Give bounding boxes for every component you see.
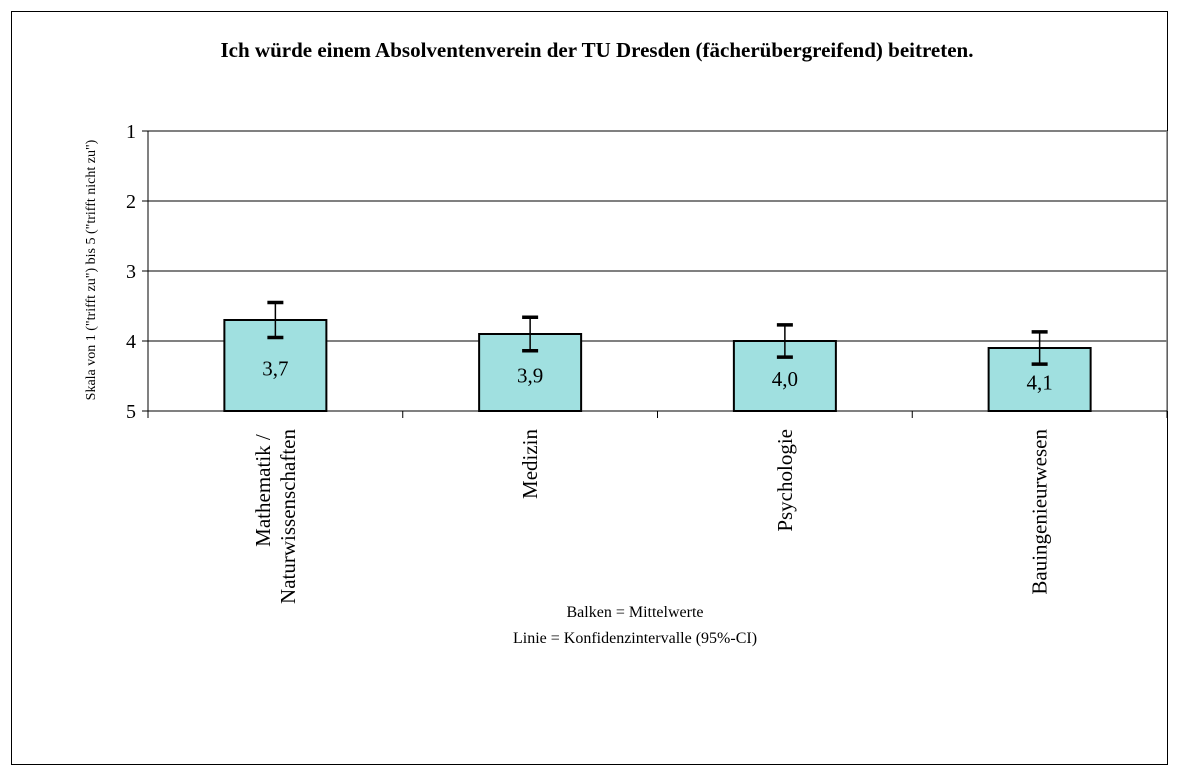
x-tick-label: Bauingenieurwesen [1028, 429, 1052, 595]
y-tick-label: 4 [126, 331, 136, 353]
x-tick-label: Medizin [518, 429, 542, 499]
chart-frame [11, 11, 1168, 765]
value-label: 3,7 [262, 357, 288, 381]
y-tick-label: 2 [126, 191, 136, 213]
x-tick-label: Psychologie [773, 429, 797, 532]
annotation: Linie = Konfidenzintervalle (95%-CI) [513, 630, 757, 647]
value-label: 4,1 [1027, 371, 1053, 395]
x-tick-label: Mathematik / Naturwissenschaften [251, 429, 300, 604]
y-tick-label: 1 [126, 121, 136, 143]
value-label: 4,0 [772, 367, 798, 391]
y-tick-label: 3 [126, 261, 136, 283]
chart-title: Ich würde einem Absolventenverein der TU… [220, 38, 973, 62]
y-tick-label: 5 [126, 401, 136, 423]
y-axis-label: Skala von 1 ("trifft zu") bis 5 ("trifft… [84, 139, 99, 400]
value-label: 3,9 [517, 364, 543, 388]
annotation: Balken = Mittelwerte [567, 604, 704, 621]
